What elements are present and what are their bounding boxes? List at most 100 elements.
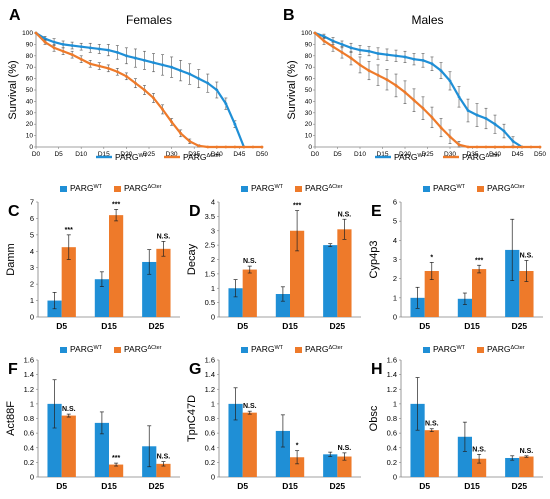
category-label: D25 <box>512 321 528 331</box>
y-axis-label: Decay <box>186 243 198 275</box>
category-label: D25 <box>512 481 528 491</box>
legend-swatch <box>477 347 484 353</box>
data-point <box>188 72 192 76</box>
y-tick-label: 1.6 <box>387 356 397 365</box>
legend-swatch <box>241 347 248 353</box>
bar <box>142 261 157 317</box>
data-point <box>52 40 56 44</box>
bar <box>290 230 305 317</box>
y-tick-label: 0.5 <box>205 298 215 307</box>
bar <box>290 457 305 477</box>
y-tick-label: 0.8 <box>387 414 397 423</box>
x-tick-label: D30 <box>166 151 178 158</box>
data-point <box>134 56 137 60</box>
legend-label: PARGΔCter <box>487 183 525 193</box>
data-point <box>79 45 83 49</box>
y-tick-label: 0 <box>393 313 397 322</box>
data-point <box>206 81 210 85</box>
y-tick-label: 100 <box>301 30 312 37</box>
data-point <box>79 57 83 61</box>
x-tick-label: D0 <box>311 151 320 158</box>
y-tick-label: 70 <box>305 64 313 71</box>
data-point <box>179 69 183 73</box>
category-label: D5 <box>237 321 248 331</box>
data-point <box>331 39 335 43</box>
data-point <box>215 145 219 149</box>
data-point <box>161 63 164 67</box>
data-point <box>322 35 326 38</box>
category-label: D5 <box>237 481 248 491</box>
data-point <box>188 139 192 143</box>
x-tick-label: D0 <box>32 151 41 158</box>
y-tick-label: 100 <box>22 30 33 37</box>
legend-swatch <box>114 347 121 353</box>
data-point <box>412 57 416 61</box>
y-axis-label: TpnC47D <box>186 395 198 442</box>
bar <box>424 271 439 317</box>
data-point <box>70 44 74 47</box>
y-tick-label: 0.6 <box>387 429 397 438</box>
y-tick-label: 0 <box>211 313 215 322</box>
data-point <box>502 145 506 149</box>
data-point <box>457 95 461 99</box>
data-point <box>430 62 434 66</box>
legend-label: PARGWT <box>70 344 103 354</box>
y-tick-label: 1 <box>211 284 215 293</box>
bar <box>94 279 109 317</box>
data-point <box>143 88 146 92</box>
y-tick-label: 0.2 <box>24 458 34 467</box>
data-point <box>493 145 497 149</box>
y-tick-label: 4 <box>393 236 397 245</box>
y-tick-label: 0 <box>29 144 33 151</box>
data-point <box>197 77 201 80</box>
y-tick-label: 1 <box>393 399 397 408</box>
significance-label: *** <box>65 227 73 234</box>
data-point <box>134 81 137 85</box>
significance-label: *** <box>475 257 483 264</box>
y-tick-label: 1 <box>393 293 397 302</box>
legend-label: PARGΔCter <box>305 344 343 354</box>
bar <box>275 294 290 317</box>
legend: PARGWT PARGΔCter <box>423 183 525 193</box>
panel-letter: D <box>189 203 201 220</box>
x-tick-label: D45 <box>233 151 245 158</box>
category-label: D5 <box>419 481 430 491</box>
series-ct <box>34 31 264 149</box>
x-tick-label: D5 <box>333 151 342 158</box>
y-tick-label: 50 <box>305 87 313 94</box>
y-tick-label: 3 <box>211 226 215 235</box>
y-tick-label: 6 <box>30 214 34 223</box>
y-tick-label: 60 <box>26 76 34 83</box>
y-tick-label: 7 <box>30 198 34 207</box>
data-point <box>97 47 101 51</box>
y-tick-label: 3 <box>393 255 397 264</box>
bar <box>323 245 338 317</box>
data-point <box>152 96 155 100</box>
category-label: D25 <box>149 481 165 491</box>
legend-label: PARGΔCter <box>305 183 343 193</box>
y-tick-label: 70 <box>26 64 34 71</box>
data-point <box>224 145 228 149</box>
legend-label: PARGWT <box>251 344 284 354</box>
x-tick-label: D25 <box>422 151 434 158</box>
data-point <box>448 135 452 139</box>
bar <box>337 456 352 477</box>
bar <box>275 430 290 477</box>
y-tick-label: 1.5 <box>205 269 215 278</box>
x-tick-label: D10 <box>75 151 87 158</box>
data-point <box>439 69 443 73</box>
y-tick-label: 0 <box>393 473 397 482</box>
bar <box>424 430 439 477</box>
bar <box>156 248 171 317</box>
data-point <box>484 117 488 120</box>
y-tick-label: 1.4 <box>387 370 397 379</box>
significance-label: N.S. <box>338 211 352 218</box>
panel-letter: C <box>8 203 20 220</box>
y-tick-label: 80 <box>26 53 34 60</box>
legend-label: PARGΔCter <box>124 183 162 193</box>
significance-label: N.S. <box>338 445 352 452</box>
significance-label: N.S. <box>157 233 171 240</box>
data-point <box>475 145 479 149</box>
panel-letter: F <box>8 361 18 378</box>
legend-swatch <box>295 186 302 192</box>
